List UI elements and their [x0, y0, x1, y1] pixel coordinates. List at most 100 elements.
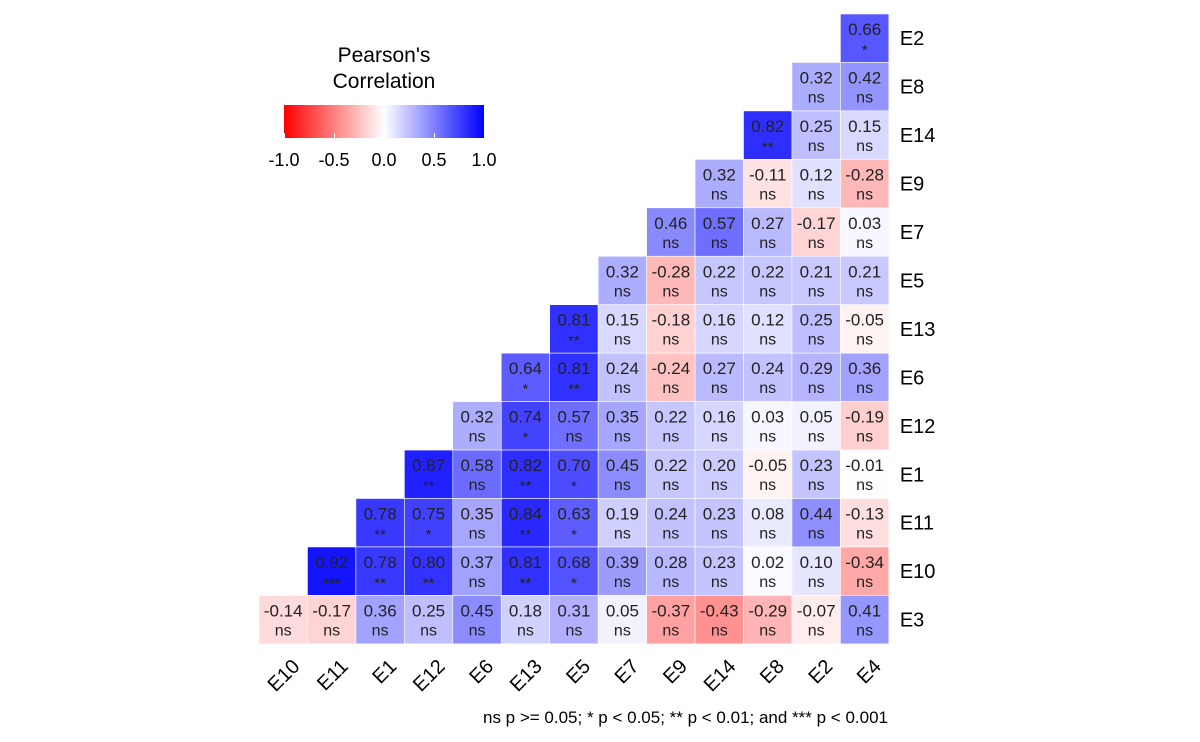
cell-significance-label: ns: [808, 138, 825, 155]
cell-value-label: 0.29: [800, 359, 833, 378]
cell-value-label: 0.08: [751, 505, 784, 524]
cell-value-label: -0.37: [651, 601, 690, 620]
cell-significance-label: ns: [662, 380, 679, 397]
cell-significance-label: ns: [759, 429, 776, 446]
y-tick-label: E13: [900, 319, 936, 341]
cell-value-label: 0.70: [557, 456, 590, 475]
x-tick-label: E13: [506, 655, 547, 696]
cell-value-label: 0.84: [509, 505, 542, 524]
cell-value-label: 0.32: [800, 68, 833, 87]
cell-value-label: -0.28: [845, 165, 884, 184]
y-tick-label: E14: [900, 125, 936, 147]
heatmap-cell: [307, 546, 357, 596]
heatmap-cell: [840, 207, 890, 257]
x-tick-label: E7: [611, 655, 644, 688]
cell-value-label: 0.23: [703, 505, 736, 524]
cell-significance-label: ns: [856, 429, 873, 446]
cell-significance-label: ns: [808, 477, 825, 494]
cell-significance-label: ns: [856, 186, 873, 203]
cell-value-label: 0.82: [509, 456, 542, 475]
cell-value-label: 0.19: [606, 505, 639, 524]
cell-value-label: 0.36: [848, 359, 881, 378]
cell-value-label: 0.81: [557, 311, 590, 330]
cell-significance-label: ns: [323, 622, 340, 639]
heatmap-cell: [355, 595, 405, 645]
cell-value-label: -0.43: [700, 601, 739, 620]
y-tick-label: E6: [900, 367, 924, 389]
cell-value-label: 0.63: [557, 505, 590, 524]
cell-significance-label: ns: [469, 574, 486, 591]
cell-significance-label: **: [520, 478, 532, 495]
cell-significance-label: **: [520, 575, 532, 592]
cell-value-label: -0.05: [748, 456, 787, 475]
cell-value-label: 0.03: [751, 408, 784, 427]
cell-significance-label: ns: [711, 235, 728, 252]
cell-value-label: 0.22: [703, 262, 736, 281]
y-tick-label: E9: [900, 174, 924, 196]
y-tick-label: E12: [900, 416, 936, 438]
cell-value-label: 0.41: [848, 601, 881, 620]
heatmap-cell: [500, 401, 551, 451]
cell-value-label: 0.02: [751, 553, 784, 572]
legend-tick-mark: [284, 133, 285, 138]
cell-value-label: 0.37: [460, 553, 493, 572]
legend-tick-label: -1.0: [268, 150, 300, 170]
cell-significance-label: ns: [662, 429, 679, 446]
cell-significance-label: ns: [469, 526, 486, 543]
cell-value-label: 0.21: [848, 262, 881, 281]
cell-significance-label: ns: [469, 429, 486, 446]
cell-value-label: 0.21: [800, 262, 833, 281]
cell-value-label: -0.17: [312, 601, 351, 620]
heatmap-cell: [646, 595, 696, 645]
cell-significance-label: ns: [856, 526, 873, 543]
heatmap-cell: [597, 595, 647, 645]
cell-significance-label: ns: [711, 622, 728, 639]
cell-significance-label: ns: [662, 526, 679, 543]
x-tick-label: E9: [659, 655, 692, 688]
heatmap-cells: 0.66*0.32ns0.42ns0.82**0.25ns0.15ns0.32n…: [258, 13, 890, 645]
cell-value-label: -0.29: [748, 601, 787, 620]
cell-significance-label: ns: [614, 622, 631, 639]
heatmap-cell: [791, 159, 841, 209]
legend-tick-label: -0.5: [318, 150, 350, 170]
cell-value-label: 0.23: [703, 553, 736, 572]
cell-significance-label: ns: [856, 380, 873, 397]
heatmap-cell: [694, 595, 744, 645]
cell-significance-label: ns: [856, 89, 873, 106]
heatmap-cell: [840, 498, 890, 548]
cell-significance-label: **: [568, 333, 580, 350]
cell-value-label: 0.22: [654, 408, 687, 427]
heatmap-cell: [840, 449, 890, 499]
cell-significance-label: **: [423, 575, 435, 592]
cell-significance-label: ns: [808, 186, 825, 203]
heatmap-cell: [791, 498, 841, 548]
cell-significance-label: ns: [420, 622, 437, 639]
heatmap-cell: [549, 498, 599, 548]
cell-value-label: 0.57: [557, 408, 590, 427]
heatmap-cell: [840, 255, 890, 306]
cell-significance-label: ns: [759, 332, 776, 349]
cell-value-label: 0.80: [412, 553, 445, 572]
cell-significance-label: ns: [856, 283, 873, 300]
x-tick-label: E10: [264, 655, 305, 696]
heatmap-cell: [840, 13, 890, 63]
cell-significance-label: ns: [469, 477, 486, 494]
heatmap-cell: [597, 498, 647, 548]
cell-value-label: -0.19: [845, 408, 884, 427]
cell-significance-label: ns: [759, 235, 776, 252]
cell-significance-label: ns: [808, 380, 825, 397]
heatmap-cell: [646, 401, 696, 451]
cell-value-label: 0.81: [509, 553, 542, 572]
heatmap-cell: [500, 595, 551, 645]
cell-significance-label: **: [374, 527, 386, 544]
cell-value-label: 0.68: [557, 553, 590, 572]
cell-significance-label: ns: [759, 380, 776, 397]
cell-significance-label: ns: [856, 332, 873, 349]
cell-significance-label: ns: [856, 235, 873, 252]
cell-value-label: 0.66: [848, 20, 881, 39]
cell-value-label: 0.32: [460, 408, 493, 427]
cell-value-label: 0.25: [412, 601, 445, 620]
heatmap-cell: [743, 498, 793, 548]
cell-significance-label: ns: [856, 574, 873, 591]
legend-title-line2: Correlation: [332, 70, 436, 93]
